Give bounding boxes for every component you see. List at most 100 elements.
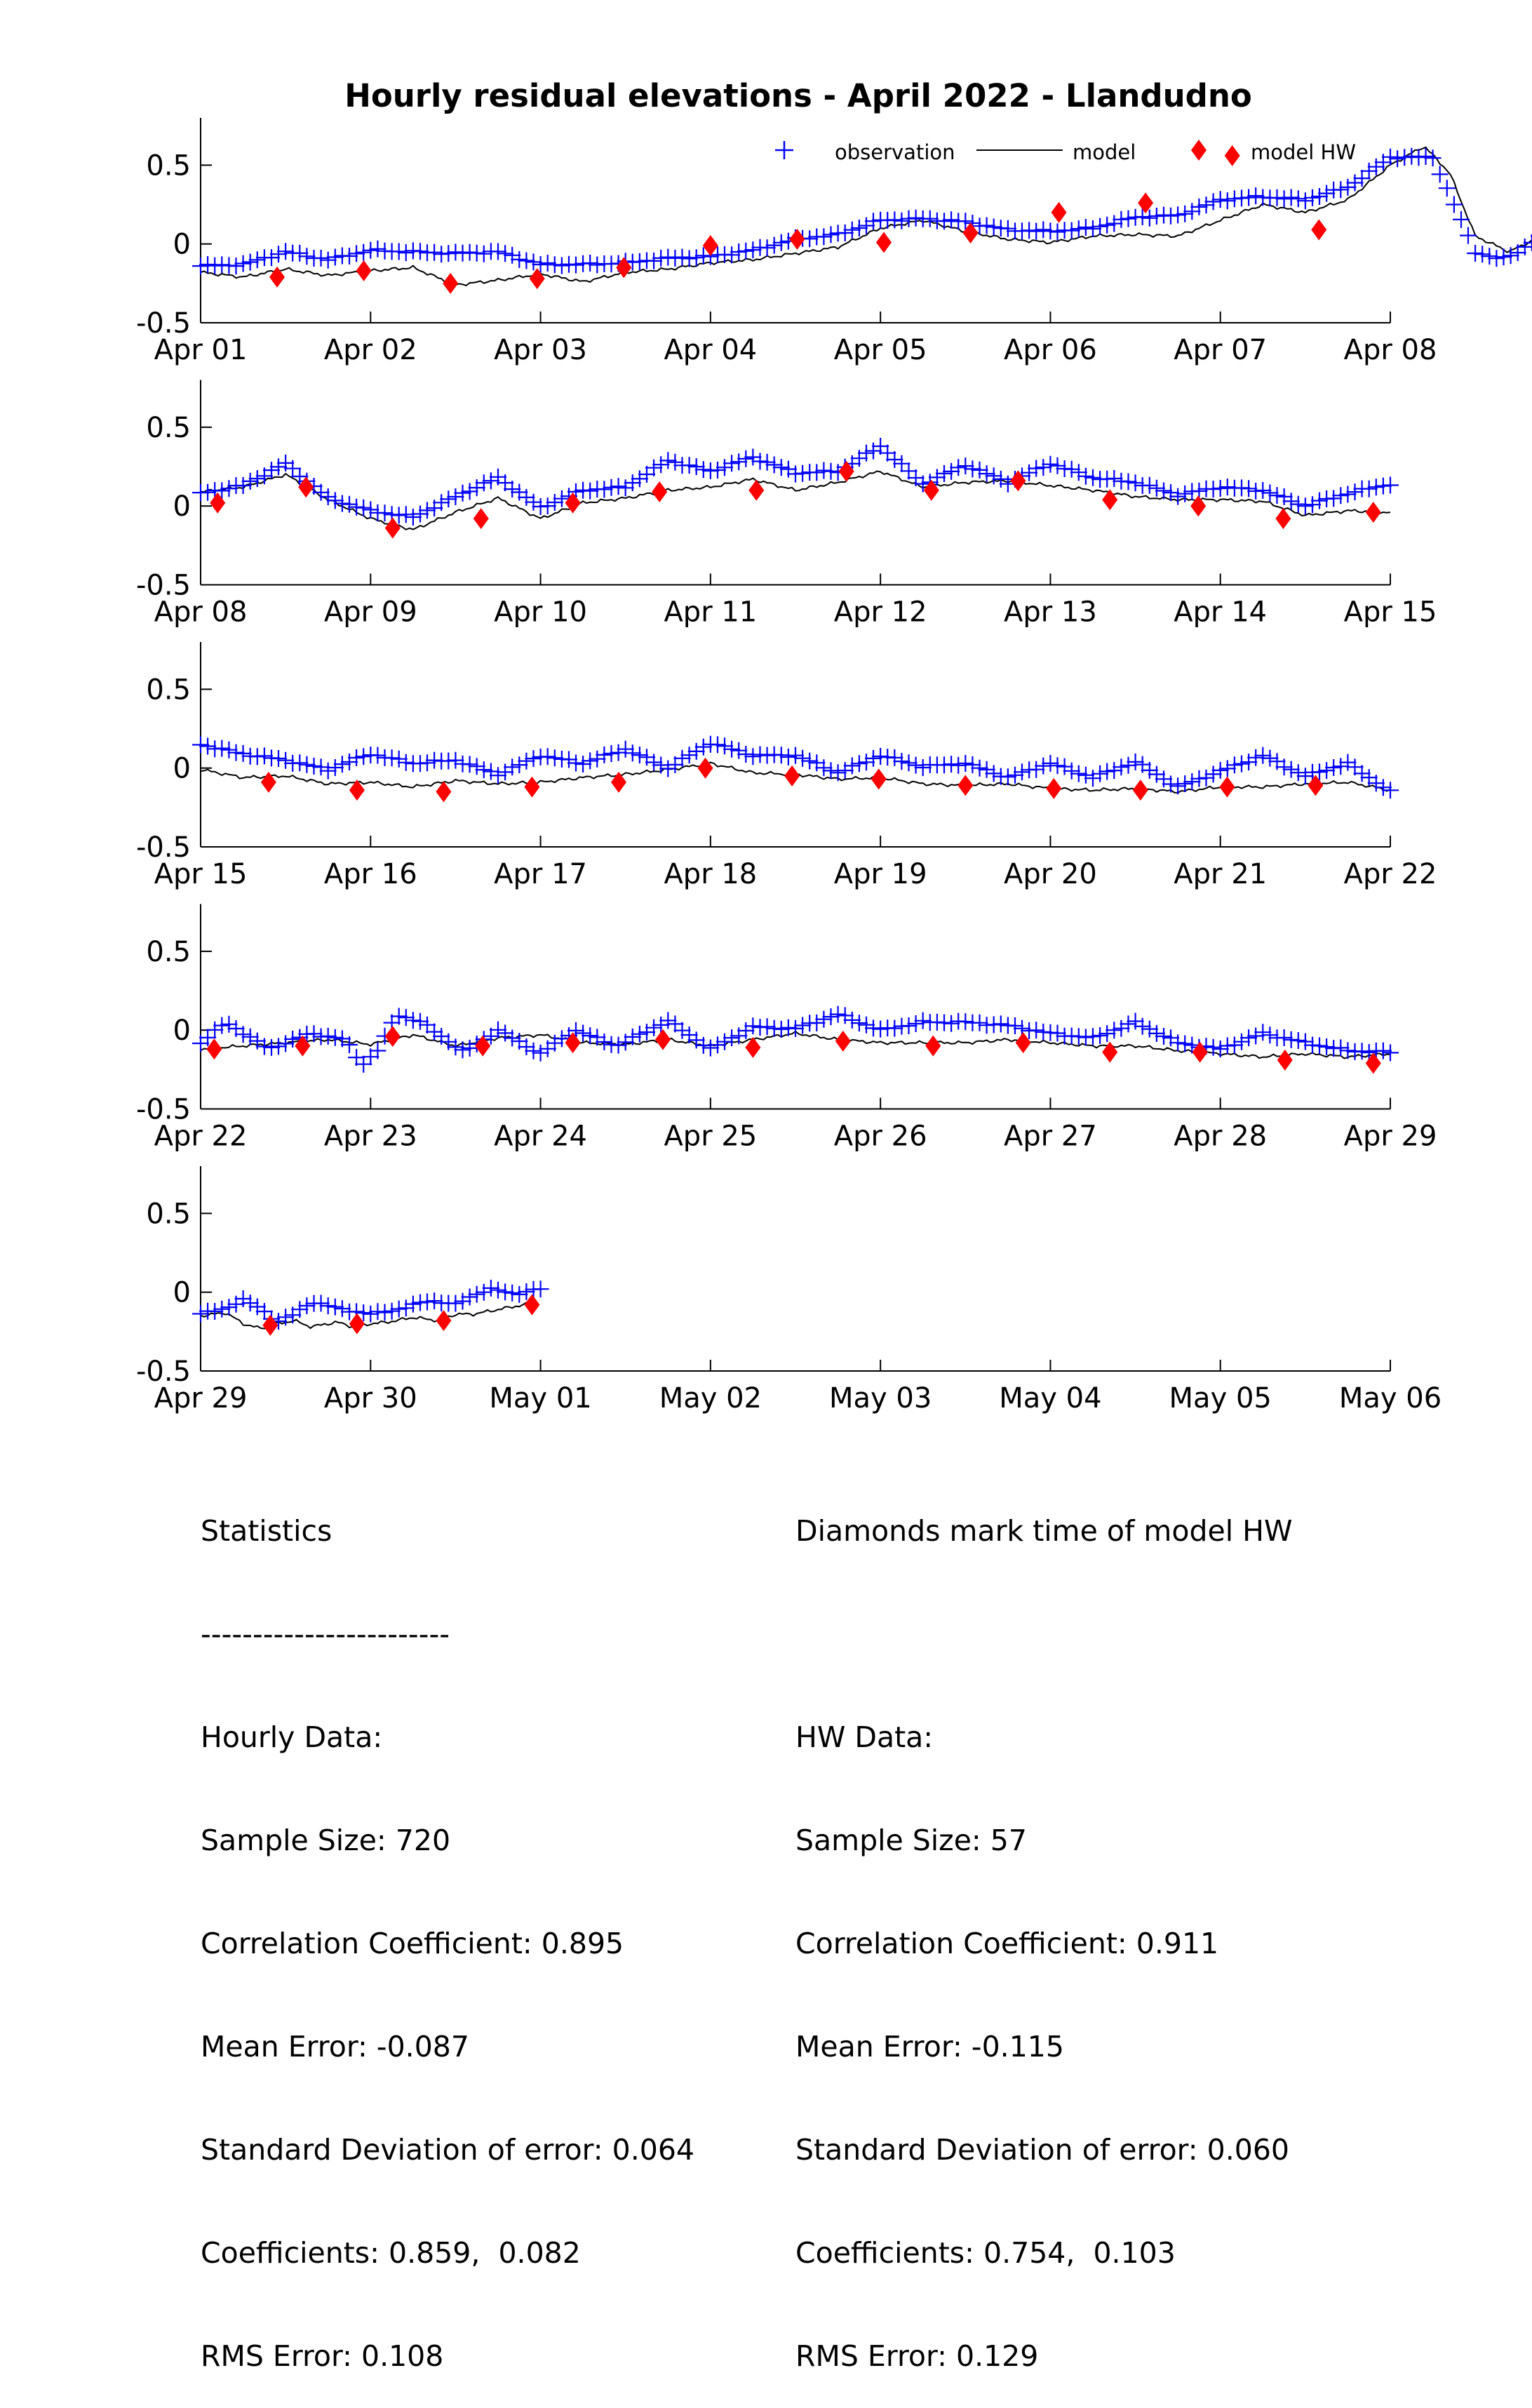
observation-marker <box>737 746 755 763</box>
observation-marker <box>701 1039 719 1057</box>
observation-marker <box>291 244 309 262</box>
observation-marker <box>447 1295 464 1312</box>
x-tick-label: Apr 30 <box>324 1382 417 1414</box>
model-line <box>200 146 1532 287</box>
observation-marker <box>440 490 457 508</box>
observation-marker <box>312 758 330 776</box>
observation-marker <box>914 759 932 776</box>
observation-marker <box>1311 492 1328 509</box>
observation-marker <box>1346 758 1364 776</box>
observation-marker <box>737 450 755 467</box>
x-tick-label: Apr 29 <box>1344 1121 1437 1153</box>
observation-marker <box>858 1016 875 1034</box>
observation-marker <box>1410 149 1427 166</box>
observation-marker <box>1106 215 1123 232</box>
observation-marker <box>1098 763 1116 780</box>
observation-marker <box>404 1295 422 1313</box>
observation-marker <box>412 1012 429 1030</box>
stats-line: HW Data: <box>795 1720 934 1754</box>
observation-marker <box>638 466 655 483</box>
observation-marker <box>936 464 953 482</box>
model-hw-marker <box>1365 1052 1381 1074</box>
x-tick-label: Apr 24 <box>494 1121 587 1153</box>
observation-marker <box>263 1038 280 1056</box>
model-hw-marker <box>269 266 285 288</box>
observation-marker <box>1169 488 1187 505</box>
observation-marker <box>1084 770 1101 787</box>
observation-marker <box>694 247 712 265</box>
observation-marker <box>843 1011 861 1029</box>
observation-marker <box>1289 190 1307 208</box>
observation-marker <box>1148 479 1165 497</box>
observation-marker <box>709 736 726 754</box>
observation-marker <box>666 453 684 471</box>
observation-marker <box>900 754 918 772</box>
observation-marker <box>1431 166 1449 183</box>
observation-marker <box>277 1035 295 1052</box>
x-tick-label: Apr 12 <box>834 596 927 629</box>
observation-marker <box>1275 758 1293 776</box>
observation-marker <box>744 241 762 259</box>
observation-marker <box>390 507 408 524</box>
observation-marker <box>673 248 691 266</box>
observation-marker <box>447 751 464 769</box>
observation-marker <box>291 468 309 485</box>
observation-marker <box>886 451 903 468</box>
observation-marker <box>1318 1038 1336 1055</box>
observation-marker <box>659 760 677 777</box>
observation-marker <box>1211 1041 1229 1057</box>
stats-line: RMS Error: 0.129 <box>795 2339 1039 2373</box>
observation-marker <box>298 1297 316 1314</box>
observation-marker <box>255 747 273 765</box>
observation-marker <box>716 1033 733 1050</box>
observation-marker <box>319 488 337 505</box>
chart-title: Hourly residual elevations - April 2022 … <box>344 77 1252 114</box>
observation-marker <box>1339 754 1357 771</box>
observation-marker <box>518 252 535 269</box>
stats-line: Sample Size: 720 <box>201 1824 451 1857</box>
model-hw-marker <box>789 228 805 250</box>
observation-marker <box>475 245 492 262</box>
observation-marker <box>687 742 705 760</box>
x-tick-label: Apr 28 <box>1174 1121 1267 1153</box>
observation-marker <box>1332 487 1350 504</box>
y-tick-label: 0.5 <box>146 674 191 706</box>
observation-marker <box>1353 1043 1371 1060</box>
observation-marker <box>1516 238 1532 255</box>
observation-marker <box>1183 203 1201 220</box>
model-hw-marker <box>384 517 401 539</box>
observation-marker <box>907 1015 925 1032</box>
observation-marker <box>1268 487 1286 504</box>
observation-marker <box>518 752 535 770</box>
stats-line: Sample Size: 57 <box>795 1824 1027 1857</box>
observation-marker <box>1353 170 1371 187</box>
x-tick-label: May 06 <box>1339 1382 1442 1414</box>
observation-marker <box>680 747 698 764</box>
observation-marker <box>631 1025 648 1043</box>
observation-marker <box>369 1042 387 1059</box>
observation-marker <box>850 755 868 772</box>
observation-marker <box>1113 1019 1130 1037</box>
observation-marker <box>950 756 967 774</box>
observation-marker <box>319 251 337 269</box>
observation-marker <box>709 1036 726 1054</box>
observation-marker <box>943 462 960 480</box>
observation-marker <box>220 1299 238 1316</box>
observation-marker <box>1339 178 1357 196</box>
observation-marker <box>518 1038 535 1055</box>
model-hw-marker <box>1190 495 1207 517</box>
x-tick-label: Apr 05 <box>834 334 927 366</box>
observation-marker <box>355 499 372 516</box>
model-hw-marker <box>1224 145 1240 166</box>
observation-marker <box>808 1014 826 1031</box>
x-tick-label: Apr 08 <box>154 596 248 629</box>
observation-marker <box>1396 149 1413 166</box>
observation-marker <box>539 748 556 765</box>
observation-marker <box>1091 218 1109 235</box>
model-hw-marker <box>295 1035 311 1057</box>
x-tick-label: Apr 14 <box>1174 596 1267 629</box>
observation-marker <box>652 249 670 267</box>
observation-marker <box>1007 766 1023 784</box>
stats-line: Coefficients: 0.859, 0.082 <box>201 2236 581 2270</box>
observation-marker <box>390 1008 408 1025</box>
